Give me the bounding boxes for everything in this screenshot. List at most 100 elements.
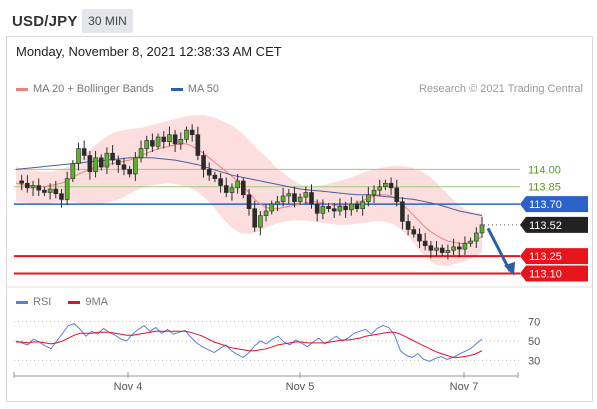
candle-body (19, 180, 24, 184)
candle-body (87, 155, 93, 172)
candle-body (104, 152, 110, 168)
candle-body (354, 203, 360, 209)
candle-body (337, 206, 343, 212)
rsi-ma9-line (16, 330, 483, 358)
candle-body (451, 246, 456, 251)
candle-body (275, 201, 280, 205)
level-tag-113.25 (520, 248, 588, 265)
candle-body (195, 134, 201, 156)
forecast-arrow-layer (486, 227, 515, 276)
candle-body (59, 193, 64, 200)
x-tick-label: Nov 4 (114, 381, 143, 393)
candle-body (326, 206, 331, 209)
level-label-113.25: 113.25 (529, 251, 562, 263)
candle-body (25, 182, 30, 189)
candle-body (93, 157, 98, 172)
candle-body (161, 136, 167, 142)
candle-body (394, 187, 400, 203)
candle-body (42, 189, 47, 193)
last-price-tag (520, 216, 588, 233)
candle-body (30, 185, 36, 189)
rsi-level-label-50: 50 (528, 336, 540, 348)
candle-body (138, 148, 144, 159)
candle-body (64, 178, 70, 200)
legend-label-ma50: MA 50 (187, 83, 220, 95)
candle-body (366, 194, 371, 203)
last-price-label: 113.52 (529, 220, 562, 232)
timeframe-button[interactable]: 30 MIN (82, 9, 133, 33)
forecast-arrow-shaft (486, 227, 512, 272)
candle-body (53, 188, 59, 194)
level-label-114.00: 114.00 (528, 164, 561, 176)
candle-body (115, 159, 121, 166)
candle-body (428, 245, 434, 251)
candle-body (229, 187, 235, 193)
candle-body (81, 148, 87, 156)
rsi-legend: RSI 9MA (16, 296, 108, 308)
candle-body (110, 152, 115, 161)
x-axis-layer: Nov 4 Nov 5 Nov 7 (13, 372, 519, 393)
candle-body (434, 247, 439, 251)
rsi-panel-layer: 70 50 30 (6, 286, 592, 367)
candle-body (98, 157, 104, 168)
candle-body (76, 148, 81, 164)
candle-body (292, 193, 297, 203)
candle-body (178, 139, 184, 145)
candle-body (241, 180, 246, 196)
chart-header: USD/JPY 30 MIN (0, 0, 597, 38)
candle-body (235, 180, 240, 189)
level-label-113.10: 113.10 (529, 268, 562, 280)
candle-body (405, 221, 411, 230)
candle-body (360, 201, 365, 209)
legend-swatch-ma50 (170, 87, 183, 91)
candle-body (479, 224, 485, 234)
candle-body (474, 232, 479, 242)
candle-body (70, 163, 76, 179)
candle-body (348, 203, 354, 211)
candle-body (172, 134, 178, 145)
legend-item-ma20-bollinger: MA 20 + Bollinger Bands (16, 83, 157, 95)
price-legend: MA 20 + Bollinger Bands MA 50 (16, 83, 219, 95)
candle-body (309, 192, 314, 205)
candle-body (377, 186, 383, 191)
candle-body (144, 140, 150, 149)
candle-body (383, 182, 388, 188)
candle-body (269, 203, 275, 212)
forecast-arrow-head (504, 261, 515, 276)
candle-body (286, 193, 292, 197)
level-tag-113.10 (520, 265, 588, 282)
candle-body (47, 188, 53, 193)
candle-body (36, 185, 42, 191)
candle-body (280, 195, 286, 203)
candle-body (150, 140, 155, 147)
level-label-113.85: 113.85 (528, 182, 561, 194)
level-label-113.70: 113.70 (529, 199, 562, 211)
rsi-legend-swatch (16, 300, 28, 304)
candle-body (258, 215, 263, 228)
candle-body (133, 157, 138, 175)
level-tag-113.70 (520, 196, 588, 213)
candles-layer (19, 124, 485, 260)
legend-item-ma50: MA 50 (170, 83, 220, 95)
legend-label-ma20: MA 20 + Bollinger Bands (33, 83, 154, 95)
candle-body (263, 210, 269, 216)
candle-body (439, 247, 445, 253)
candle-body (411, 229, 417, 235)
candle-body (184, 129, 189, 140)
rsi-line (15, 323, 483, 362)
ma9-legend-label: 9MA (85, 296, 109, 308)
candle-body (343, 206, 348, 211)
candle-body (246, 194, 252, 209)
candle-body (218, 178, 223, 186)
candle-body (462, 243, 468, 250)
candle-body (468, 240, 473, 244)
candle-body (155, 136, 161, 147)
candle-body (417, 233, 422, 242)
candle-body (189, 129, 195, 135)
candle-body (422, 240, 428, 246)
candle-body (400, 201, 405, 222)
rsi-level-label-30: 30 (528, 355, 540, 367)
candle-body (223, 185, 229, 193)
